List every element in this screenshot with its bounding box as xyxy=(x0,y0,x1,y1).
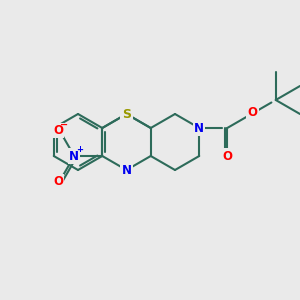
Text: O: O xyxy=(53,124,63,137)
Text: −: − xyxy=(60,120,68,130)
Text: O: O xyxy=(53,175,63,188)
Text: N: N xyxy=(194,122,204,134)
Text: N: N xyxy=(122,107,131,121)
Text: +: + xyxy=(76,146,83,154)
Text: O: O xyxy=(222,149,232,163)
Text: N: N xyxy=(69,149,79,163)
Text: N: N xyxy=(122,164,131,176)
Text: O: O xyxy=(248,106,257,119)
Text: S: S xyxy=(122,107,131,121)
